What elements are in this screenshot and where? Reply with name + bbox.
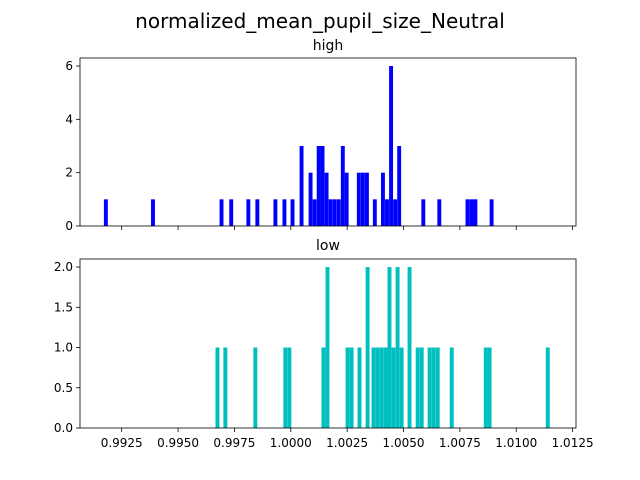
high-bar [103,199,108,226]
high-bar [320,146,325,226]
high-bar [273,199,278,226]
high-bar [364,172,369,226]
high-panel-title: high [313,38,344,54]
high-bar [332,199,337,226]
high-axes-frame [79,57,577,227]
low-bar [371,347,376,428]
low-x-tick-label: 0.9975 [213,436,255,450]
high-bar [356,172,361,226]
low-y-tick-label: 1.0 [54,341,73,355]
low-bar [431,347,436,428]
low-bar [383,347,388,428]
low-bar [415,347,420,428]
high-bar [340,146,345,226]
high-y-tick-label: 0 [65,219,73,233]
high-y-tick-label: 2 [65,166,73,180]
low-bar [375,347,380,428]
low-x-tick-label: 1.0100 [495,436,537,450]
high-bar [282,199,287,226]
low-y-tick-label: 1.5 [54,300,73,314]
low-bar [325,267,330,428]
low-panel: low 0.0 0.5 1.0 1.5 2.0 0.9925 0.9950 0.9975 1.0… [54,238,594,450]
low-x-tick-label: 1.0050 [383,436,425,450]
low-x-tick-label: 0.9950 [157,436,199,450]
high-bar [473,199,478,226]
low-bar [321,347,326,428]
high-bar [421,199,426,226]
high-bar [312,199,317,226]
high-bar [255,199,260,226]
low-bar [419,347,424,428]
low-bar [391,347,396,428]
low-bar [349,347,354,428]
low-bar [487,347,492,428]
high-y-tick-label: 4 [65,112,73,126]
low-bar [387,267,392,428]
low-x-tick-label: 1.0075 [439,436,481,450]
high-bar [372,199,377,226]
low-bar [379,347,384,428]
low-bar [223,347,228,428]
low-panel-title: low [316,238,340,254]
low-bar [449,347,454,428]
low-bar [365,267,370,428]
high-axis-ticks: 0 2 4 6 [65,59,574,233]
low-axis-ticks: 0.0 0.5 1.0 1.5 2.0 0.9925 0.9950 0.9975 1.0000 1… [54,260,594,450]
high-bar [489,199,494,226]
low-bar [483,347,488,428]
high-y-tick-label: 6 [65,59,73,73]
low-bar [357,347,362,428]
high-bar [465,199,470,226]
low-x-tick-label: 0.9925 [101,436,143,450]
low-axes-frame [79,258,577,429]
high-bar [385,199,389,226]
high-bar [336,199,341,226]
high-panel: high 0 2 4 6 [65,38,577,233]
high-bar [219,199,224,226]
low-bar [407,267,412,428]
high-bar [344,172,349,226]
low-x-tick-label: 1.0125 [552,436,594,450]
high-bar [437,199,442,226]
low-x-tick-label: 1.0000 [270,436,312,450]
low-y-tick-label: 0.5 [54,381,73,395]
high-bar [389,66,394,226]
figure-title: normalized_mean_pupil_size_Neutral [135,9,505,33]
low-bar [427,347,432,428]
low-bar [399,347,404,428]
low-y-tick-label: 0.0 [54,421,73,435]
low-bar [395,267,400,428]
low-x-tick-label: 1.0025 [326,436,368,450]
low-bar [545,347,550,428]
high-bars [103,66,494,226]
high-bar [246,199,251,226]
high-bar [316,146,321,226]
low-bar [345,347,350,428]
high-bar [469,199,474,226]
low-bar [283,347,288,428]
low-bars [215,267,550,428]
low-bar [435,347,440,428]
high-bar [229,199,234,226]
low-bar [287,347,292,428]
high-bar [308,172,313,226]
low-bar [215,347,220,428]
low-bar [253,347,258,428]
low-y-tick-label: 2.0 [54,260,73,274]
high-bar [360,172,365,226]
high-bar [397,146,402,226]
high-bar [393,199,398,226]
high-bar [151,199,155,226]
high-bar [299,146,304,226]
high-bar [380,172,385,226]
high-bar [324,172,329,226]
high-bar [328,199,333,226]
high-bar [290,199,295,226]
